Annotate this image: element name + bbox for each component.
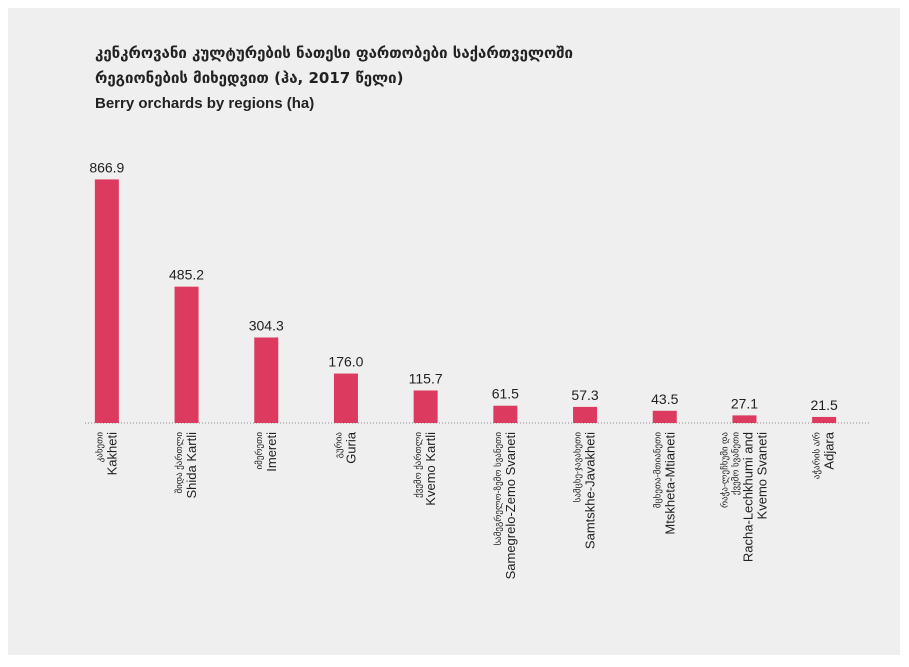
chart-subtitle: Berry orchards by regions (ha) [95,95,314,112]
bar [174,286,199,423]
value-label: 57.3 [571,387,598,403]
value-label: 43.5 [651,391,678,407]
bar [333,373,358,423]
x-tick-label: Samegrelo-Zemo Svaneti [503,432,518,580]
value-label: 176.0 [328,354,363,370]
x-tick-label: Kakheti [104,432,119,475]
bar [573,406,598,423]
x-tick-label: Racha-Lechkhumi and [740,432,755,562]
x-tick-label: კახეთი [94,432,104,463]
x-tick-label: შიდა ქართლი [174,432,184,494]
x-tick-label: გურია [333,432,343,459]
x-tick-label: აჭარის ა/რ [812,432,822,479]
bar [254,337,279,423]
x-tick-label: იმერეთი [254,432,264,470]
x-tick-label: Kvemo Svaneti [754,432,769,520]
bar [812,416,837,423]
value-label: 866.9 [89,159,124,175]
value-label: 21.5 [811,397,838,413]
x-tick-label: Imereti [264,432,279,472]
x-tick-label: სამცხე-ჯავახეთი [573,432,583,503]
bar [732,415,757,423]
x-tick-label: ქვემო სვანეთი [730,432,740,495]
x-tick-label: რაჭა-ლეჩხუმი და [719,432,729,508]
value-label: 27.1 [731,395,758,411]
x-tick-label: Guria [343,431,358,464]
x-tick-label: Adjara [822,431,837,469]
x-tick-label: Samtskhe-Javakheti [583,432,598,549]
x-tick-label: Kvemo Kartli [423,432,438,506]
value-label: 304.3 [249,317,284,333]
bar [413,390,438,423]
panel [8,8,900,655]
value-label: 61.5 [492,386,519,402]
x-tick-label: ქვემო ქართლი [413,432,423,498]
bar [493,405,518,423]
x-tick-label: მცხეთა-მთიანეთი [652,432,662,509]
bar [652,410,677,423]
bar [94,179,119,423]
value-label: 115.7 [409,370,443,386]
x-tick-label: Mtskheta-Mtianeti [662,432,677,535]
chart-title: რეგიონების მიხედვით (ჰა, 2017 წელი) [95,69,403,87]
x-tick-label: Shida Kartli [184,432,199,499]
value-label: 485.2 [169,267,204,283]
x-tick-label: სამეგრელო-ზემო სვანეთი [493,432,503,546]
chart-title: კენკროვანი კულტურების ნათესი ფართობები ს… [95,44,573,62]
